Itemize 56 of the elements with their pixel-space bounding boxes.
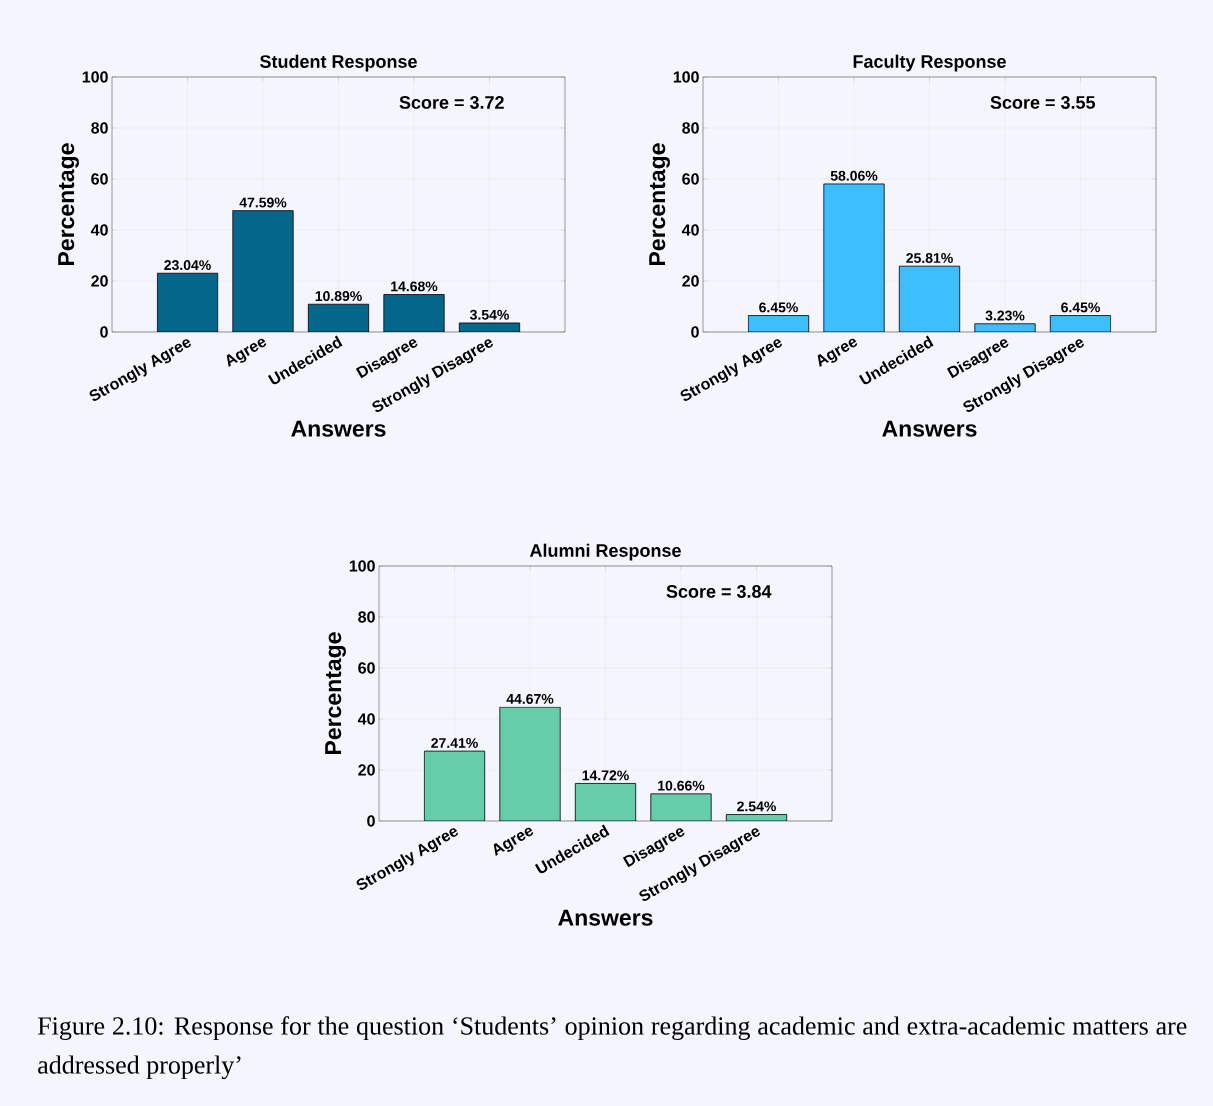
y-tick-label: 80 (358, 611, 375, 623)
bar (823, 183, 885, 332)
y-tick-label: 100 (82, 71, 108, 83)
bar (650, 793, 712, 821)
y-tick-label: 100 (349, 560, 375, 572)
y-axis-title: Percentage (649, 143, 670, 265)
bar (575, 783, 636, 821)
caption: Figure 2.10: Response for the question ‘Students’ opinion regarding academic and extra-academic matters are addressed properly’ (37, 1016, 1187, 1080)
y-tick-label: 60 (91, 173, 108, 185)
y-tick-label: 60 (358, 662, 375, 674)
chart-title: Student Response (260, 54, 417, 72)
y-tick-label: 60 (682, 173, 699, 185)
y-tick-label: 80 (91, 122, 108, 134)
y-tick-label: 40 (681, 224, 699, 236)
data-label: 10.89% (315, 291, 362, 302)
bar (232, 210, 294, 332)
data-label: 14.72% (582, 770, 629, 781)
data-label: 14.68% (391, 281, 438, 292)
bar (499, 707, 561, 821)
chart-title: Faculty Response (853, 54, 1006, 72)
annotation: Score = 3.55 (990, 96, 1096, 109)
data-label: 6.45% (759, 302, 798, 313)
bar (308, 304, 369, 332)
data-label: 23.04% (164, 260, 211, 271)
y-tick-label: 100 (673, 71, 699, 83)
bar (424, 751, 485, 821)
data-label: 6.45% (1061, 302, 1100, 313)
data-label: 58.06% (830, 170, 878, 181)
data-label: 27.41% (431, 738, 478, 748)
y-tick-label: 20 (682, 275, 699, 287)
y-axis-title: Percentage (325, 632, 346, 754)
data-label: 25.81% (906, 253, 953, 263)
bar (383, 294, 445, 332)
y-tick-label: 0 (367, 815, 375, 827)
x-axis-title: Answers (291, 420, 386, 437)
bar (899, 266, 960, 332)
bar (157, 273, 218, 332)
y-axis-title: Percentage (58, 143, 79, 265)
x-axis-title: Answers (558, 909, 653, 926)
y-tick-label: 0 (100, 326, 108, 338)
data-label: 47.59% (239, 197, 287, 208)
x-axis-title: Answers (882, 420, 977, 437)
y-tick-label: 0 (691, 326, 699, 338)
data-label: 3.23% (985, 310, 1025, 321)
y-tick-label: 20 (91, 275, 108, 287)
data-label: 2.54% (737, 801, 776, 812)
data-label: 3.54% (469, 309, 509, 320)
y-tick-label: 80 (682, 122, 699, 134)
data-label: 10.66% (658, 780, 705, 791)
annotation: Score = 3.72 (399, 96, 504, 109)
annotation: Score = 3.84 (666, 585, 772, 598)
data-label: 44.67% (506, 693, 554, 704)
y-tick-label: 20 (358, 764, 375, 776)
chart-title: Alumni Response (529, 543, 681, 561)
y-tick-label: 40 (90, 224, 108, 236)
y-tick-label: 40 (357, 713, 375, 725)
